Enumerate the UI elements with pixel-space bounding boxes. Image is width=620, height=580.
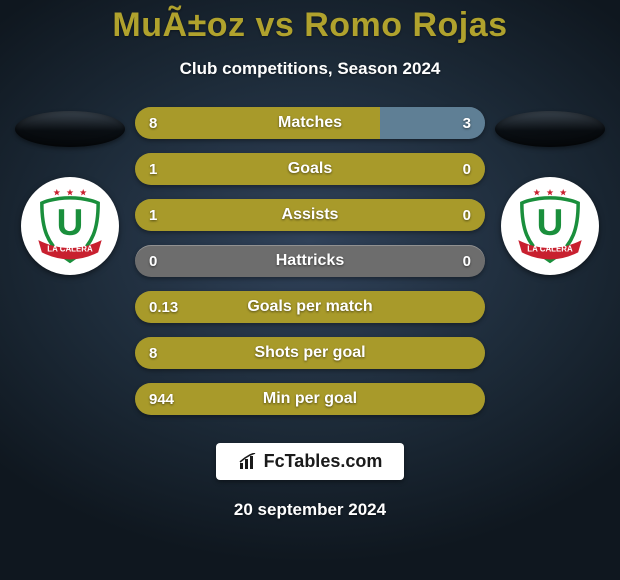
svg-text:LA CALERA: LA CALERA (527, 245, 573, 254)
right-ellipse (495, 111, 605, 147)
stats-column: Matches83 Goals10 Assists10 Hattricks0 0 Goal… (130, 107, 490, 415)
stat-left-seg (135, 337, 485, 369)
main-row: U LA CALERA Matches83 Goals10 Assists10 Hatt… (0, 107, 620, 415)
brand-box: FcTables.com (216, 443, 405, 480)
stat-left-seg (135, 199, 485, 231)
right-team-badge: U LA CALERA (501, 177, 599, 275)
stat-row: Matches83 (135, 107, 485, 139)
stat-row: Shots per goal8 (135, 337, 485, 369)
svg-text:U: U (537, 202, 564, 243)
shield-icon: U LA CALERA (506, 182, 594, 270)
stat-left-seg (135, 107, 380, 139)
footer-date: 20 september 2024 (234, 500, 386, 520)
content-root: MuÃ±oz vs Romo Rojas Club competitions, … (0, 0, 620, 580)
stat-row: Min per goal944 (135, 383, 485, 415)
stat-row: Goals per match0.13 (135, 291, 485, 323)
stat-left-seg (135, 153, 485, 185)
brand-text: FcTables.com (264, 451, 383, 472)
svg-text:LA CALERA: LA CALERA (47, 245, 93, 254)
left-player-col: U LA CALERA (10, 107, 130, 275)
right-player-col: U LA CALERA (490, 107, 610, 275)
stat-left-seg (135, 291, 485, 323)
stat-row: Goals10 (135, 153, 485, 185)
stat-row: Assists10 (135, 199, 485, 231)
stat-right-value: 0 (463, 245, 471, 277)
left-team-badge: U LA CALERA (21, 177, 119, 275)
stat-right-seg (380, 107, 485, 139)
shield-icon: U LA CALERA (26, 182, 114, 270)
stat-row: Hattricks0 0 (135, 245, 485, 277)
stat-left-seg (135, 383, 485, 415)
svg-text:U: U (57, 202, 84, 243)
stat-left-value: 0 (149, 245, 157, 277)
brand-chart-icon (238, 453, 258, 471)
left-ellipse (15, 111, 125, 147)
stat-label: Hattricks (135, 245, 485, 277)
page-subtitle: Club competitions, Season 2024 (180, 59, 441, 79)
page-title: MuÃ±oz vs Romo Rojas (112, 6, 507, 45)
